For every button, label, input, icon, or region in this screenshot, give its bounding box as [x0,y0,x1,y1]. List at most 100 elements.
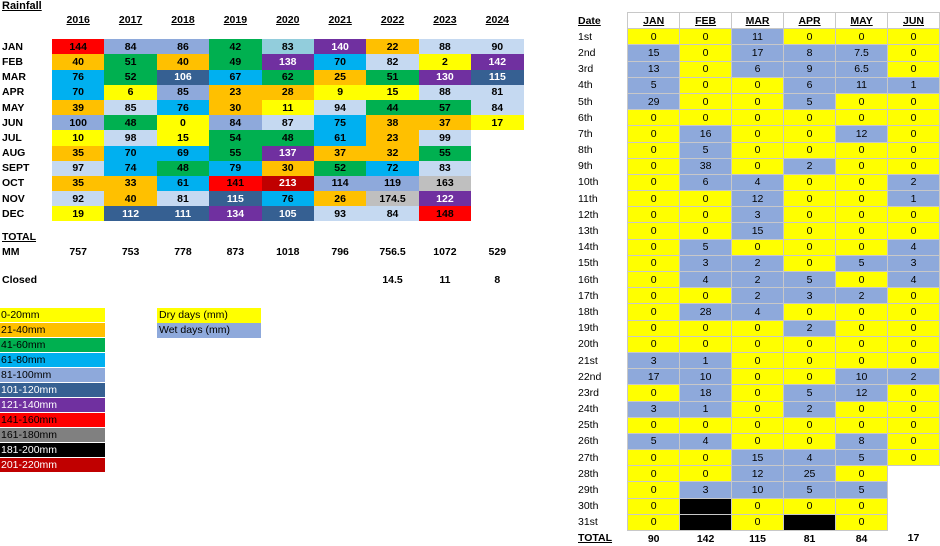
rain-cell: 38 [366,115,418,130]
daily-rain-cell: 0 [628,385,680,401]
daily-rain-cell: 0 [836,320,888,336]
month-label: OCT [0,176,52,191]
rain-cell: 70 [104,146,156,161]
rain-cell: 37 [314,146,366,161]
daily-rain-cell: 9 [784,61,836,77]
month-label: AUG [0,146,52,161]
daily-rain-cell: 0 [836,207,888,223]
daily-rain-cell: 15 [732,450,784,466]
daily-rain-cell: 0 [732,126,784,142]
daily-rain-cell: 0 [836,93,888,109]
day-label: 11th [576,191,628,207]
daily-rain-cell [888,514,940,530]
daily-rain-cell: 0 [680,223,732,239]
daily-rain-cell: 10 [680,369,732,385]
daily-total-cell: 17 [888,531,940,546]
rain-cell: 23 [209,85,261,100]
daily-rain-cell: 0 [732,239,784,255]
rain-cell: 213 [262,176,314,191]
daily-rain-cell: 1 [680,401,732,417]
rain-cell: 72 [366,161,418,176]
daily-rain-cell: 0 [784,255,836,271]
rain-cell: 134 [209,206,261,221]
daily-rain-cell: 4 [732,304,784,320]
mm-total-cell: 1018 [262,245,314,260]
daily-rain-cell: 0 [784,352,836,368]
daily-rain-cell: 0 [680,93,732,109]
day-label: 25th [576,417,628,433]
rain-cell: 74 [104,161,156,176]
daily-rain-cell: 0 [732,498,784,514]
daily-rain-cell: 0 [888,288,940,304]
rain-cell: 111 [157,206,209,221]
daily-rain-cell: 12 [732,191,784,207]
rain-cell [471,130,523,145]
daily-rain-cell: 0 [888,110,940,126]
rain-cell: 40 [52,54,104,69]
daily-rain-cell: 3 [628,401,680,417]
daily-rain-cell: 0 [888,126,940,142]
rain-cell: 10 [52,130,104,145]
daily-rain-cell: 15 [732,223,784,239]
daily-rain-cell: 28 [680,304,732,320]
daily-rain-cell: 0 [732,320,784,336]
rain-cell: 39 [52,100,104,115]
year-header-2016: 2016 [52,12,104,27]
daily-rain-cell: 1 [680,352,732,368]
daily-rain-cell: 3 [732,207,784,223]
daily-rain-cell: 5 [784,93,836,109]
daily-rain-cell: 6.5 [836,61,888,77]
rain-cell [471,146,523,161]
rain-cell: 32 [366,146,418,161]
day-label: 14th [576,239,628,255]
day-label: 24th [576,401,628,417]
rain-cell: 85 [104,100,156,115]
daily-rain-cell: 0 [732,369,784,385]
daily-rain-cell: 5 [680,239,732,255]
day-label: 20th [576,336,628,352]
rain-cell: 119 [366,176,418,191]
rain-cell: 90 [471,39,523,54]
daily-rain-cell: 4 [888,239,940,255]
mm-label: MM [0,245,52,260]
rain-cell: 22 [366,39,418,54]
daily-rain-cell: 0 [836,239,888,255]
daily-rain-cell: 0 [888,61,940,77]
daily-rain-cell: 11 [836,77,888,93]
daily-rain-cell: 0 [888,207,940,223]
daily-rain-cell: 0 [732,514,784,530]
daily-total-cell: 142 [680,531,732,546]
month-label: DEC [0,206,52,221]
rain-cell: 174.5 [366,191,418,206]
closed-cell [157,273,209,288]
daily-rain-cell: 0 [628,320,680,336]
rain-cell: 87 [262,115,314,130]
daily-total-cell: 90 [628,531,680,546]
month-label: MAR [0,70,52,85]
daily-rain-cell: 8 [836,433,888,449]
daily-rain-cell: 0 [888,158,940,174]
rain-cell: 85 [157,85,209,100]
daily-rain-cell: 2 [732,255,784,271]
daily-rain-cell: 0 [836,498,888,514]
daily-rain-cell: 0 [784,110,836,126]
daily-rain-cell: 0 [836,174,888,190]
daily-rain-cell: 2 [888,174,940,190]
rain-cell: 76 [157,100,209,115]
day-label: 4th [576,77,628,93]
rain-cell [471,161,523,176]
rain-cell: 70 [314,54,366,69]
